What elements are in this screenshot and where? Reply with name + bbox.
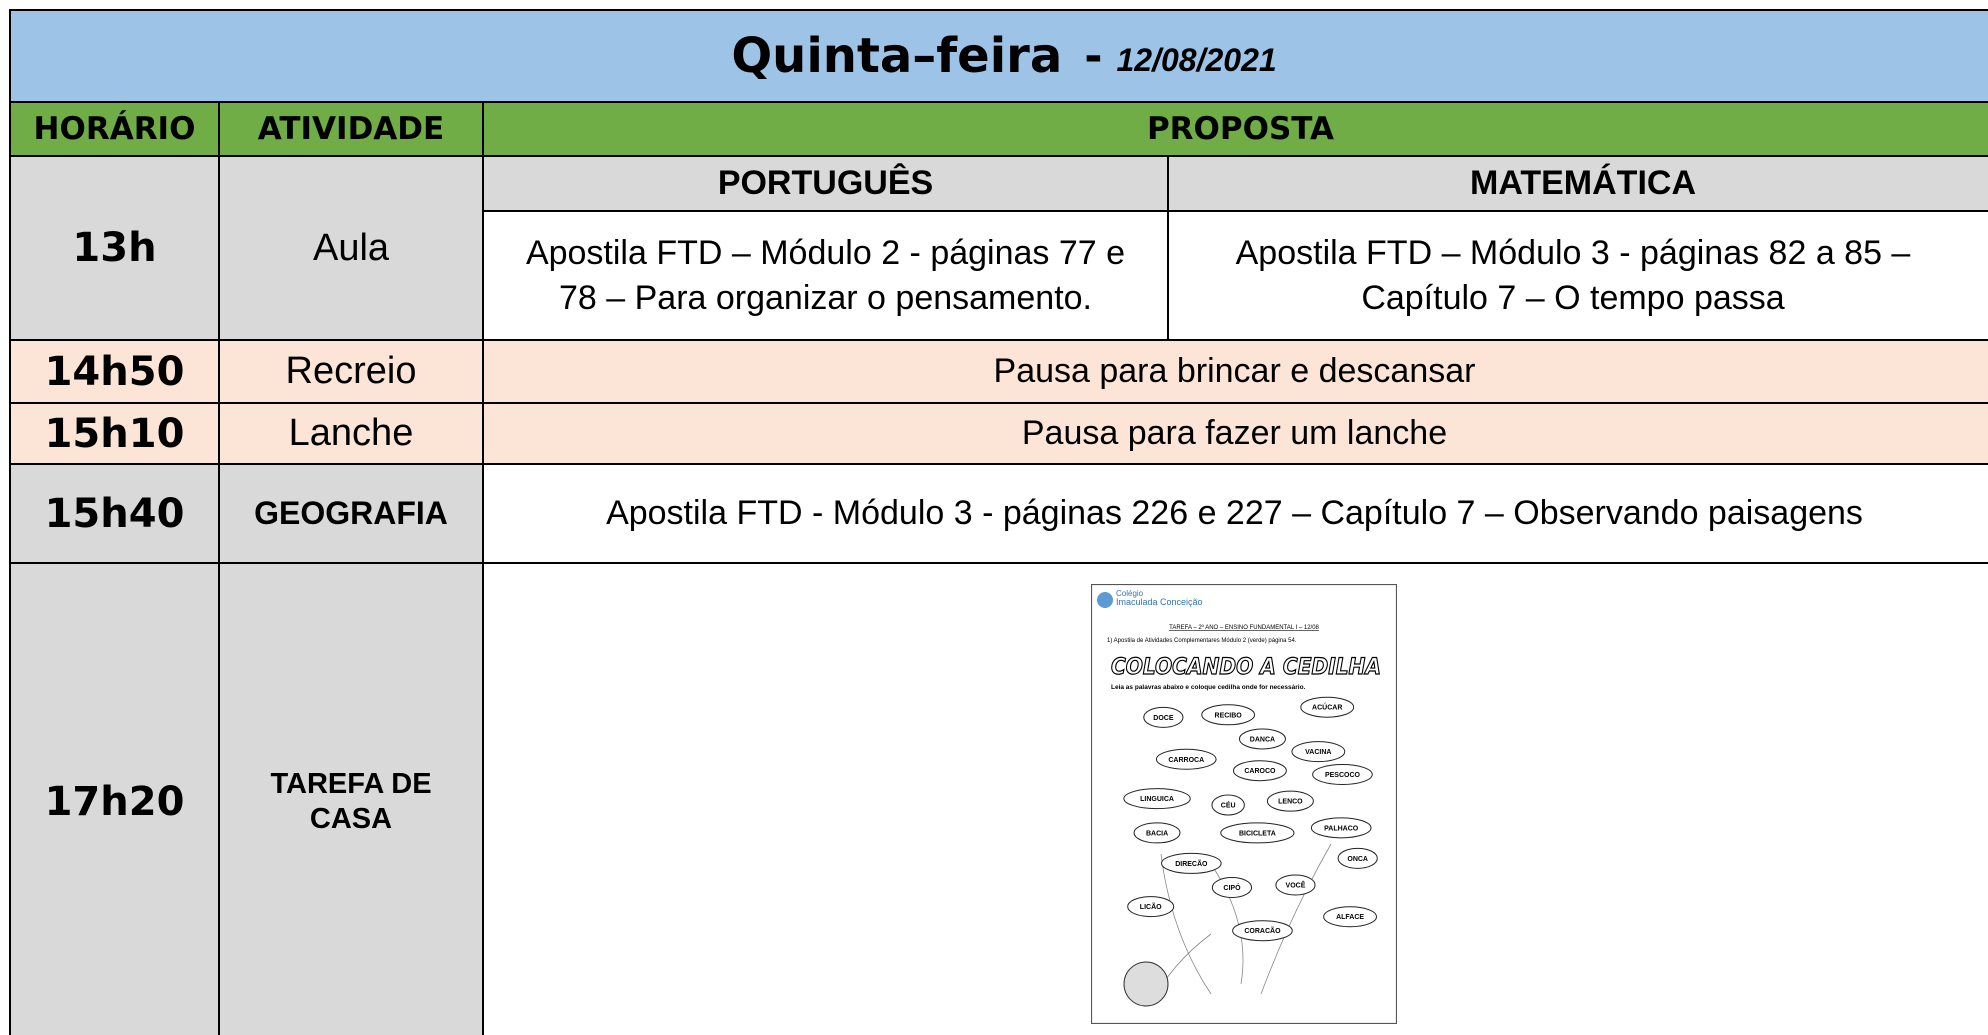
illustration	[1123, 961, 1169, 1007]
proposal-cell: Pausa para brincar e descansar	[482, 339, 1988, 404]
image-cell: Colégio Imaculada Conceição TAREFA – 2º …	[482, 562, 1988, 1035]
word: LINGUICA	[1140, 796, 1174, 803]
word: RECIBO	[1215, 712, 1243, 719]
word-balloon	[1201, 704, 1256, 726]
word: DANCA	[1250, 736, 1275, 743]
word-balloon	[1232, 920, 1293, 942]
time-cell: 15h40	[9, 463, 220, 564]
title-bar: Quinta–feira - 12/08/2021	[9, 9, 1988, 103]
subject-header: PORTUGUÊS	[482, 155, 1169, 212]
word: CÉU	[1221, 800, 1236, 809]
time-cell: 14h50	[9, 339, 220, 404]
word-balloon	[1133, 822, 1181, 844]
word-balloon	[1312, 764, 1373, 785]
word: PESCOCO	[1325, 772, 1361, 779]
word-balloon	[1300, 696, 1355, 718]
word-balloon	[1266, 790, 1314, 812]
task-line: TAREFA – 2º ANO – ENSINO FUNDAMENTAL I –…	[1169, 624, 1319, 631]
school-name: Colégio	[1116, 589, 1144, 598]
school-logo	[1097, 592, 1113, 608]
word-balloon	[1161, 852, 1222, 874]
word: PALHACO	[1324, 825, 1359, 832]
word: ACÚCAR	[1312, 703, 1342, 712]
word: DIRECÃO	[1175, 859, 1208, 868]
word: VACINA	[1305, 749, 1331, 756]
word: ALFACE	[1336, 914, 1364, 921]
word-balloon	[1291, 741, 1346, 763]
time-cell: 15h10	[9, 402, 220, 465]
word: CORACÃO	[1244, 926, 1281, 935]
word-balloon	[1155, 748, 1217, 770]
word-balloon	[1127, 896, 1175, 918]
column-header: ATIVIDADE	[218, 101, 484, 157]
instruction: Leia as palavras abaixo e coloque cedilh…	[1111, 684, 1306, 691]
activity-cell: TAREFA DE CASA	[218, 562, 484, 1035]
activity-cell: Recreio	[218, 339, 484, 404]
proposal-cell: Apostila FTD – Módulo 2 - páginas 77 e 7…	[482, 210, 1169, 341]
word: CARROCA	[1168, 757, 1204, 764]
word: BICICLETA	[1239, 830, 1276, 837]
worksheet-title: COLOCANDO A CEDILHA	[1111, 655, 1381, 680]
worksheet-image: Colégio Imaculada Conceição TAREFA – 2º …	[1091, 584, 1397, 1024]
separator: -	[1084, 30, 1103, 82]
word: BACIA	[1146, 830, 1168, 837]
time-cell: 17h20	[9, 562, 220, 1035]
word-balloon	[1323, 906, 1377, 928]
word: CIPÓ	[1223, 883, 1241, 892]
word-balloon	[1143, 706, 1184, 728]
time-cell: 13h	[9, 155, 220, 341]
column-header: HORÁRIO	[9, 101, 220, 157]
word-balloon	[1275, 874, 1316, 896]
word: ONCA	[1347, 856, 1368, 863]
activity-cell: Aula	[218, 155, 484, 341]
balloon-strings	[1150, 843, 1332, 1005]
word-balloon	[1238, 728, 1286, 750]
word: LENCO	[1278, 799, 1303, 806]
activity-cell: GEOGRAFIA	[218, 463, 484, 564]
activity-cell: Lanche	[218, 402, 484, 465]
school-name: Imaculada Conceição	[1116, 597, 1203, 607]
word: CAROCO	[1244, 768, 1276, 775]
word-balloon	[1211, 794, 1245, 816]
column-header: PROPOSTA	[482, 101, 1988, 157]
word: VOCÊ	[1286, 880, 1306, 889]
subject-header: MATEMÁTICA	[1167, 155, 1988, 212]
word-balloon	[1220, 822, 1295, 844]
word-balloon	[1123, 788, 1191, 810]
item-line: 1) Apostila de Atividades Complementares…	[1107, 638, 1297, 644]
word: LICÃO	[1140, 902, 1162, 911]
word-balloon	[1211, 877, 1253, 899]
proposal-cell: Apostila FTD – Módulo 3 - páginas 82 a 8…	[1167, 210, 1988, 341]
proposal-cell: Apostila FTD - Módulo 3 - páginas 226 e …	[482, 463, 1988, 564]
day-title: Quinta–feira	[731, 28, 1063, 84]
proposal-cell: Pausa para fazer um lanche	[482, 402, 1988, 465]
word: DOCE	[1153, 715, 1174, 722]
word-balloon	[1337, 847, 1378, 869]
word-balloon	[1310, 817, 1372, 839]
date: 12/08/2021	[1116, 41, 1277, 78]
word-balloon	[1233, 760, 1287, 782]
